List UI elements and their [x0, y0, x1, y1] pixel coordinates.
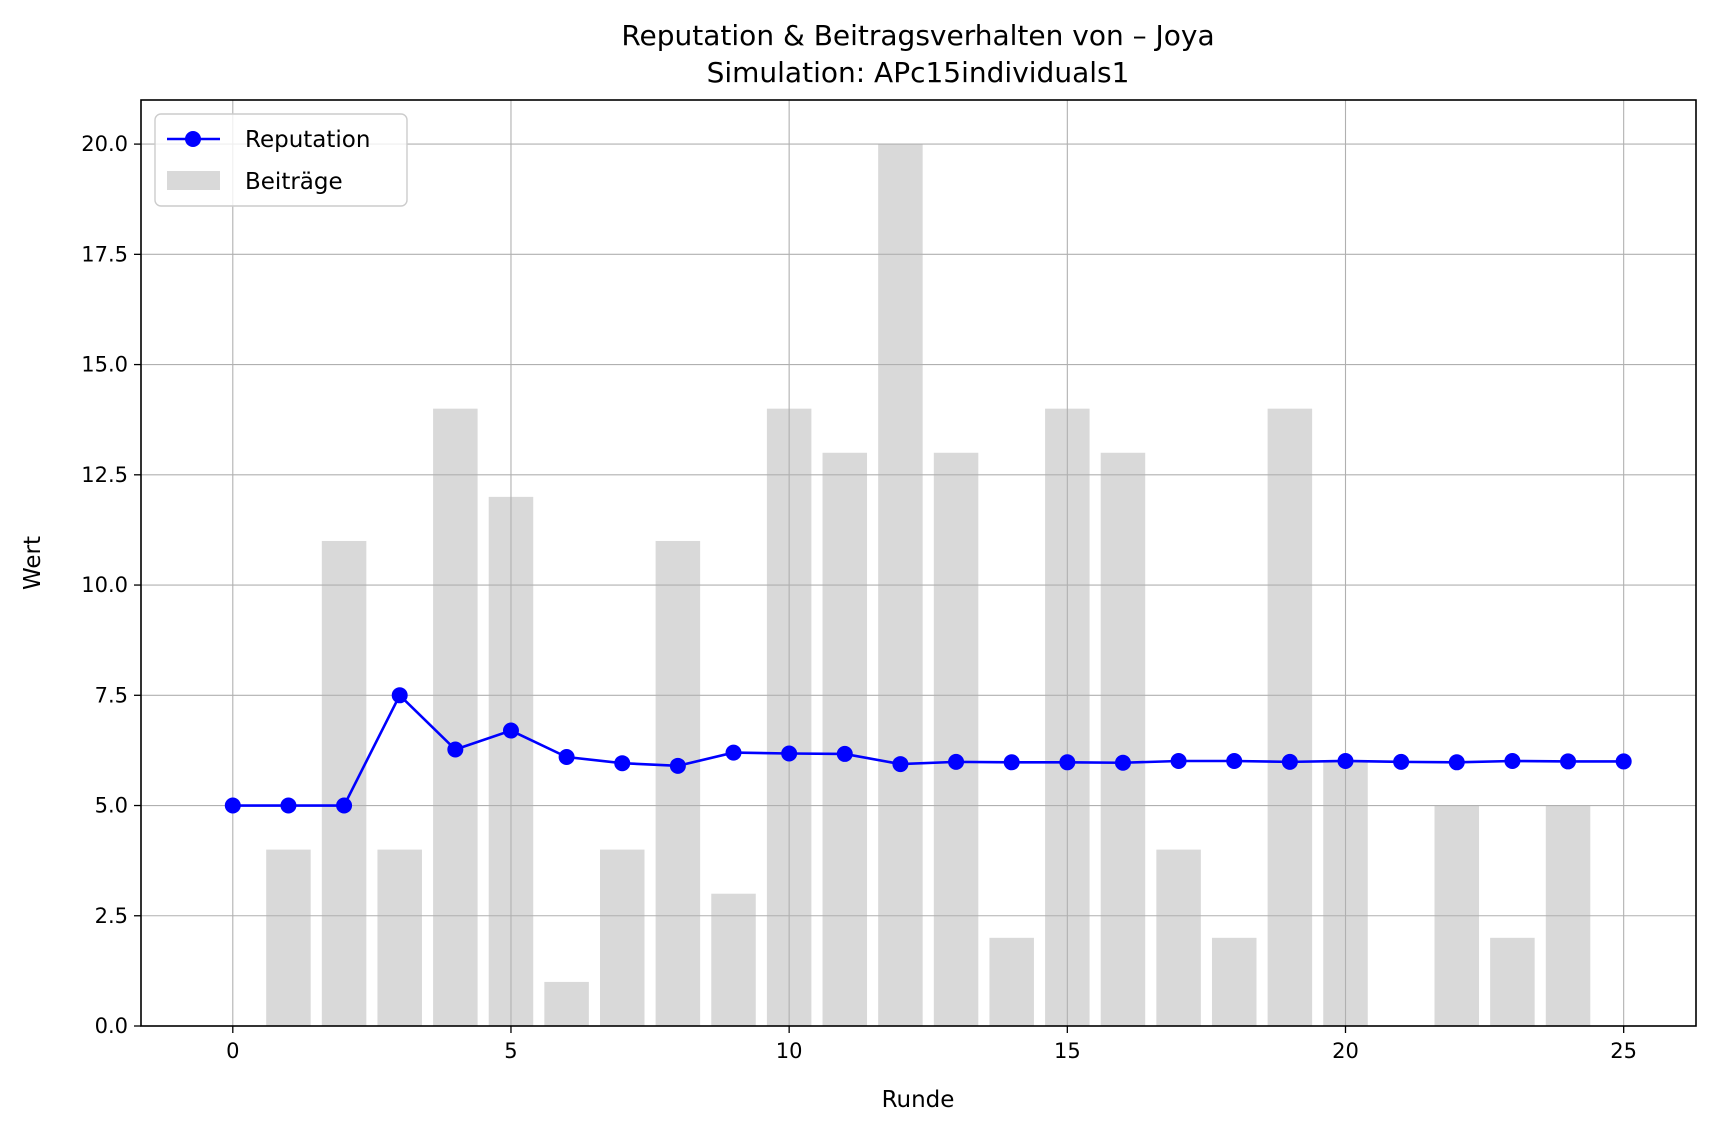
- y-tick-label-17.5: 17.5: [81, 242, 128, 266]
- line-group: [224, 687, 1632, 814]
- legend-reputation-label: Reputation: [245, 127, 370, 153]
- reputation-point-21: [1393, 753, 1410, 770]
- reputation-point-17: [1170, 752, 1187, 769]
- bar-beitraege-13: [933, 452, 979, 1026]
- legend-beitraege-swatch: [167, 171, 220, 190]
- bar-beitraege-14: [989, 937, 1034, 1026]
- bar-beitraege-23: [1490, 937, 1535, 1026]
- y-tick-label-0: 0.0: [95, 1014, 128, 1038]
- reputation-point-1: [280, 797, 297, 814]
- legend-reputation-marker: [185, 131, 201, 147]
- y-tick-label-12.5: 12.5: [81, 463, 128, 487]
- bar-beitraege-11: [822, 452, 868, 1026]
- x-tick-label-15: 15: [1054, 1039, 1081, 1063]
- bar-beitraege-7: [599, 849, 645, 1026]
- reputation-point-18: [1226, 752, 1243, 769]
- reputation-point-16: [1114, 754, 1131, 771]
- bar-beitraege-9: [711, 893, 756, 1026]
- bar-beitraege-2: [321, 540, 367, 1026]
- reputation-point-2: [336, 797, 353, 814]
- bar-beitraege-17: [1156, 849, 1201, 1026]
- x-axis-label: Runde: [882, 1087, 955, 1113]
- reputation-point-14: [1003, 754, 1020, 771]
- x-tick-label-10: 10: [776, 1039, 803, 1063]
- y-tick-label-7.5: 7.5: [95, 683, 128, 707]
- reputation-point-8: [669, 757, 686, 774]
- bar-beitraege-3: [377, 849, 422, 1026]
- legend: Reputation Beiträge: [154, 113, 408, 207]
- reputation-line: [232, 693, 1624, 807]
- bar-beitraege-6: [544, 981, 589, 1026]
- reputation-point-20: [1337, 752, 1354, 769]
- y-tick-label-20: 20.0: [81, 132, 128, 156]
- reputation-point-24: [1560, 753, 1577, 770]
- chart-title: Reputation & Beitragsverhalten von – Joy…: [621, 19, 1214, 52]
- reputation-point-7: [614, 755, 631, 772]
- bar-beitraege-4: [433, 408, 478, 1027]
- reputation-point-0: [224, 797, 241, 814]
- reputation-point-13: [948, 753, 965, 770]
- reputation-point-10: [781, 745, 798, 762]
- reputation-point-12: [892, 756, 909, 773]
- reputation-point-23: [1504, 752, 1521, 769]
- y-tick-label-10: 10.0: [81, 573, 128, 597]
- y-tick-label-5: 5.0: [95, 794, 128, 818]
- reputation-point-19: [1281, 753, 1298, 770]
- x-tick-label-20: 20: [1332, 1039, 1359, 1063]
- bar-beitraege-8: [655, 540, 701, 1026]
- reputation-point-15: [1059, 754, 1076, 771]
- reputation-point-11: [836, 745, 853, 762]
- reputation-point-4: [447, 741, 464, 758]
- ticks-group: 0 5 10 15 20 25 0.0 2.5 5.0 7.5 10.0 12.5 15.0 17.5 20…: [81, 132, 1637, 1063]
- legend-beitraege-label: Beiträge: [245, 169, 343, 195]
- bar-beitraege-1: [266, 849, 311, 1026]
- reputation-point-6: [558, 749, 575, 766]
- x-tick-label-5: 5: [504, 1039, 517, 1063]
- reputation-point-9: [725, 744, 742, 761]
- bar-beitraege-18: [1211, 937, 1257, 1026]
- y-axis-label: Wert: [20, 536, 46, 590]
- x-tick-label-0: 0: [226, 1039, 239, 1063]
- x-tick-label-25: 25: [1610, 1039, 1637, 1063]
- reputation-point-5: [502, 722, 519, 739]
- reputation-point-3: [391, 687, 408, 704]
- plot-frame: [140, 99, 1697, 1027]
- bar-beitraege-19: [1267, 408, 1313, 1027]
- reputation-point-25: [1615, 753, 1632, 770]
- reputation-point-22: [1448, 754, 1465, 771]
- y-tick-label-2.5: 2.5: [95, 904, 128, 928]
- chart-subtitle: Simulation: APc15individuals1: [707, 56, 1130, 89]
- bar-beitraege-16: [1100, 452, 1146, 1026]
- y-tick-label-15: 15.0: [81, 353, 128, 377]
